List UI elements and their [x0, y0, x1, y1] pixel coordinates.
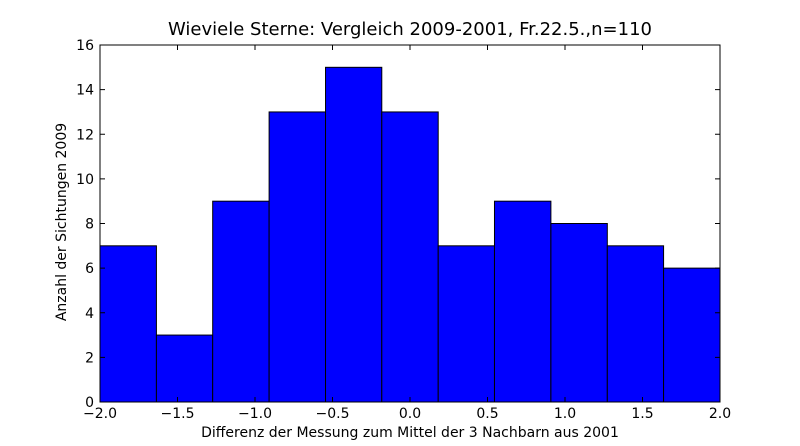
histogram-bar [325, 66, 383, 403]
x-tick-label: −2.0 [83, 406, 117, 422]
x-axis-label: Differenz der Messung zum Mittel der 3 N… [201, 425, 619, 441]
y-tick-label: 4 [85, 306, 94, 322]
histogram-bar [550, 223, 608, 403]
y-tick-label: 14 [76, 83, 94, 99]
x-tick-label: −1.5 [161, 406, 195, 422]
y-tick-label: 12 [76, 127, 94, 143]
x-tick-label: 2.0 [709, 406, 731, 422]
x-tick-label: −0.5 [316, 406, 350, 422]
y-tick-label: 10 [76, 172, 94, 188]
y-tick-label: 0 [85, 395, 94, 411]
x-tick-label: 0.0 [399, 406, 421, 422]
histogram-bar [99, 245, 157, 403]
x-tick-label: 0.5 [476, 406, 498, 422]
x-tick-label: 1.0 [554, 406, 576, 422]
chart-title: Wieviele Sterne: Vergleich 2009-2001, Fr… [168, 19, 652, 40]
histogram-bar [212, 200, 270, 403]
histogram-bar [437, 245, 495, 403]
ticks-group: −2.0 −1.5 −1.0 −0.5 0.0 0.5 1.0 1.5 2.0 0 2 4 6 8 10 12… [76, 38, 731, 422]
histogram-bar [606, 245, 665, 403]
histogram-bar [268, 111, 327, 403]
x-tick-label: 1.5 [631, 406, 653, 422]
y-tick-label: 2 [85, 350, 94, 366]
y-tick-label: 6 [85, 261, 94, 277]
bars-group [99, 66, 721, 403]
x-tick-label: −1.0 [238, 406, 272, 422]
plot-frame [99, 44, 721, 403]
y-axis-label: Anzahl der Sichtungen 2009 [54, 123, 70, 321]
histogram-bar [663, 267, 721, 403]
histogram-bar [493, 200, 552, 403]
histogram-bar [155, 334, 214, 403]
y-tick-label: 8 [85, 217, 94, 233]
histogram-bar [381, 111, 439, 403]
y-tick-label: 16 [76, 38, 94, 54]
